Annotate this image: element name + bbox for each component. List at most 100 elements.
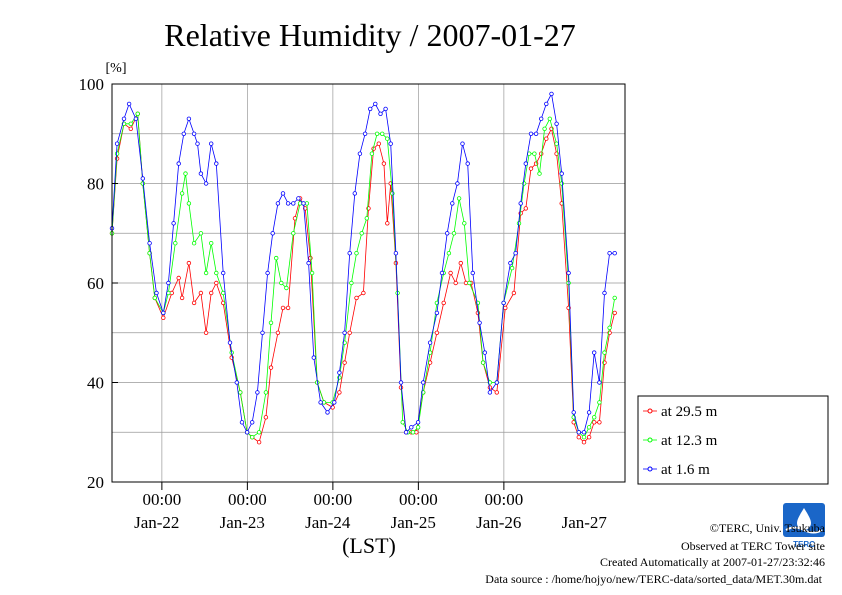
data-point bbox=[203, 181, 209, 186]
legend-label: at 12.3 m bbox=[661, 433, 718, 449]
footer-copyright: ©TERC, Univ. Tsukuba bbox=[710, 521, 826, 535]
data-point bbox=[368, 106, 373, 112]
data-point bbox=[409, 425, 414, 430]
data-point bbox=[571, 410, 576, 415]
data-point bbox=[415, 425, 421, 430]
data-point bbox=[361, 290, 366, 296]
data-point bbox=[359, 231, 364, 236]
data-point bbox=[318, 400, 323, 405]
data-point bbox=[445, 231, 450, 236]
data-point bbox=[393, 250, 399, 256]
data-point bbox=[179, 191, 185, 196]
data-point bbox=[263, 415, 269, 420]
series-layer bbox=[109, 91, 617, 445]
data-point bbox=[186, 201, 192, 206]
x-day-label: Jan-26 bbox=[476, 513, 521, 532]
data-point bbox=[255, 390, 260, 395]
water-drop-icon bbox=[797, 508, 811, 530]
x-time-tick-label: 00:00 bbox=[485, 490, 524, 509]
data-point bbox=[378, 111, 383, 116]
data-point bbox=[285, 201, 291, 206]
data-point bbox=[154, 290, 159, 296]
data-point bbox=[374, 131, 380, 136]
data-point bbox=[532, 151, 537, 156]
x-time-tick-label: 00:00 bbox=[143, 490, 182, 509]
grid-lines bbox=[112, 84, 625, 482]
data-point bbox=[467, 280, 472, 286]
data-point bbox=[487, 385, 493, 390]
data-point bbox=[539, 151, 544, 156]
data-point bbox=[121, 116, 127, 121]
x-day-label: Jan-24 bbox=[305, 513, 351, 532]
data-point bbox=[191, 240, 197, 246]
x-day-label: Jan-25 bbox=[391, 513, 436, 532]
x-time-tick-label: 00:00 bbox=[399, 490, 438, 509]
wave-icon bbox=[785, 526, 823, 534]
chart-title: Relative Humidity / 2007-01-27 bbox=[164, 17, 576, 53]
series-line bbox=[111, 113, 616, 443]
data-point bbox=[306, 260, 311, 266]
data-point bbox=[549, 91, 554, 97]
data-point bbox=[337, 370, 342, 375]
data-point bbox=[239, 420, 245, 425]
data-point bbox=[528, 131, 534, 136]
data-point bbox=[354, 250, 359, 256]
data-point bbox=[537, 171, 542, 176]
data-point bbox=[450, 201, 455, 206]
legend-box bbox=[637, 395, 829, 485]
data-point bbox=[198, 290, 204, 296]
data-point bbox=[265, 270, 270, 276]
series-1 bbox=[109, 111, 617, 445]
data-point bbox=[352, 191, 357, 196]
data-point bbox=[227, 340, 233, 345]
data-point bbox=[592, 415, 597, 420]
data-point bbox=[607, 250, 612, 256]
data-point bbox=[256, 430, 262, 435]
footer-source: Data source : /home/hojyo/new/TERC-data/… bbox=[485, 572, 822, 586]
x-day-label: Jan-27 bbox=[562, 513, 608, 532]
data-point bbox=[181, 131, 186, 136]
data-point bbox=[602, 350, 607, 355]
data-point bbox=[383, 106, 388, 112]
data-point bbox=[214, 280, 219, 286]
data-point bbox=[380, 131, 385, 136]
data-point bbox=[388, 141, 393, 146]
data-point bbox=[487, 390, 493, 395]
data-point bbox=[337, 390, 342, 395]
data-point bbox=[439, 270, 445, 276]
data-point bbox=[249, 435, 255, 440]
data-point bbox=[275, 330, 281, 335]
data-point bbox=[275, 201, 281, 206]
data-point bbox=[612, 295, 617, 301]
x-day-label: Jan-22 bbox=[134, 513, 179, 532]
data-point bbox=[508, 260, 513, 266]
data-point bbox=[280, 191, 286, 196]
data-point bbox=[400, 420, 405, 425]
data-point bbox=[173, 240, 178, 246]
data-point bbox=[244, 430, 250, 435]
data-point bbox=[446, 250, 452, 256]
data-point bbox=[238, 390, 243, 395]
data-point bbox=[523, 161, 528, 166]
data-point bbox=[249, 420, 255, 425]
data-point bbox=[220, 270, 226, 276]
data-point bbox=[342, 360, 347, 365]
data-point bbox=[458, 260, 463, 266]
data-point bbox=[347, 330, 352, 335]
legend-label: at 1.6 m bbox=[661, 462, 710, 478]
data-point bbox=[434, 310, 440, 316]
data-point bbox=[285, 305, 291, 311]
data-point bbox=[576, 435, 581, 440]
x-time-tick-label: 00:00 bbox=[314, 490, 353, 509]
data-point bbox=[260, 330, 265, 335]
data-point bbox=[183, 171, 188, 176]
data-point bbox=[373, 101, 378, 107]
terc-logo: TERC bbox=[783, 503, 825, 549]
data-point bbox=[128, 121, 133, 126]
data-point bbox=[597, 420, 602, 425]
data-point bbox=[559, 171, 564, 176]
data-point bbox=[544, 101, 549, 107]
series-3 bbox=[109, 91, 617, 435]
data-point bbox=[349, 280, 354, 286]
